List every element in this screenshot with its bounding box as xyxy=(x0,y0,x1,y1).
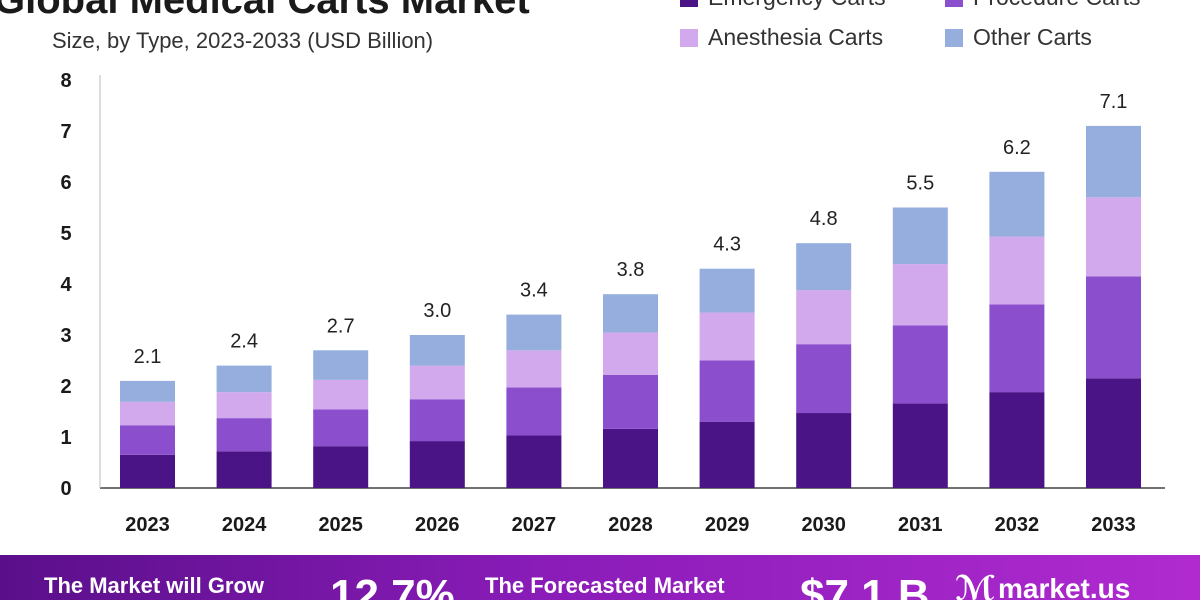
bar-segment-anesthesia-carts xyxy=(506,350,562,388)
bar-segment-procedure-carts xyxy=(603,374,658,429)
y-tick-label: 5 xyxy=(60,223,71,245)
y-tick-label: 4 xyxy=(60,274,72,296)
bar-segment-procedure-carts xyxy=(892,325,948,404)
bar-segment-emergency-carts xyxy=(796,413,852,488)
bar-total-label: 3.8 xyxy=(617,259,645,281)
y-tick-label: 0 xyxy=(60,478,71,500)
bar-segment-anesthesia-carts xyxy=(1086,197,1141,277)
footer-banner: The Market will Grow 12.7% The Forecaste… xyxy=(0,555,1200,600)
bar-total-label: 3.0 xyxy=(423,300,451,322)
x-tick-label: 2023 xyxy=(125,514,170,536)
chart-title: Global Medical Carts Market xyxy=(0,0,530,22)
x-tick-label: 2028 xyxy=(608,514,653,536)
bar-segment-other-carts xyxy=(1086,125,1141,198)
bar-segment-emergency-carts xyxy=(120,454,175,488)
footer-growth-text: The Market will Grow xyxy=(44,573,265,598)
stacked-bar-chart: 0 1 2 3 4 5 6 7 8 2.1 2023 2.4 2024 2.7 2025 3.0 2026 3.4… xyxy=(60,70,1165,536)
x-tick-label: 2024 xyxy=(222,514,267,536)
bar-segment-emergency-carts xyxy=(1086,378,1141,488)
bar-segment-other-carts xyxy=(409,335,465,366)
bar-segment-emergency-carts xyxy=(603,428,658,488)
x-tick-label: 2025 xyxy=(318,514,363,536)
legend-swatch-emergency xyxy=(680,0,698,7)
bar-segment-other-carts xyxy=(216,365,272,393)
footer-brand: market.us xyxy=(998,573,1131,600)
bar-total-label: 3.4 xyxy=(520,280,548,302)
bar-segment-emergency-carts xyxy=(699,421,755,488)
legend-label-anesthesia: Anesthesia Carts xyxy=(708,24,884,50)
legend-swatch-anesthesia xyxy=(680,28,698,47)
bar-segment-anesthesia-carts xyxy=(216,392,272,419)
bar-segment-anesthesia-carts xyxy=(989,236,1045,305)
legend-item-other: Other Carts xyxy=(945,24,1092,51)
x-tick-label: 2026 xyxy=(415,514,460,536)
bar-segment-anesthesia-carts xyxy=(796,290,852,345)
bar-segment-emergency-carts xyxy=(989,392,1045,488)
bar-total-label: 4.8 xyxy=(810,208,838,230)
y-tick-label: 3 xyxy=(60,325,71,347)
x-tick-label: 2029 xyxy=(705,514,750,536)
legend-label-procedure: Procedure Carts xyxy=(973,0,1140,11)
bar-segment-other-carts xyxy=(313,350,369,380)
legend-label-emergency: Emergency Carts xyxy=(708,0,886,11)
y-tick-label: 2 xyxy=(60,376,71,398)
y-tick-label: 8 xyxy=(60,70,71,92)
bar-segment-emergency-carts xyxy=(409,441,465,488)
bar-total-label: 5.5 xyxy=(906,173,934,195)
x-tick-label: 2031 xyxy=(898,514,943,536)
bar-segment-other-carts xyxy=(603,294,658,333)
bar-segment-procedure-carts xyxy=(313,409,369,447)
legend-item-emergency: Emergency Carts xyxy=(680,0,886,11)
bar-total-label: 7.1 xyxy=(1100,91,1128,113)
bar-segment-anesthesia-carts xyxy=(603,332,658,375)
bar-segment-procedure-carts xyxy=(796,344,852,414)
bar-segment-procedure-carts xyxy=(120,425,175,455)
legend-label-other: Other Carts xyxy=(973,24,1092,50)
bar-segment-emergency-carts xyxy=(892,403,948,488)
x-tick-label: 2032 xyxy=(995,514,1040,536)
bar-segment-emergency-carts xyxy=(506,435,562,488)
bar-segment-other-carts xyxy=(892,207,948,265)
y-tick-label: 6 xyxy=(60,172,71,194)
bar-segment-other-carts xyxy=(699,268,755,313)
bar-segment-anesthesia-carts xyxy=(409,365,465,400)
bar-total-label: 2.7 xyxy=(327,315,355,337)
bar-segment-procedure-carts xyxy=(506,387,562,436)
bar-segment-other-carts xyxy=(796,243,852,291)
bar-segment-procedure-carts xyxy=(409,399,465,442)
chart-subtitle: Size, by Type, 2023-2033 (USD Billion) xyxy=(52,28,434,53)
y-tick-label: 7 xyxy=(60,121,71,143)
bar-total-label: 2.4 xyxy=(230,331,258,353)
legend-item-procedure: Procedure Carts xyxy=(945,0,1140,11)
bar-segment-anesthesia-carts xyxy=(892,264,948,326)
bar-segment-other-carts xyxy=(989,171,1045,237)
bar-total-label: 4.3 xyxy=(713,234,741,256)
bar-segment-procedure-carts xyxy=(216,418,272,452)
x-tick-label: 2027 xyxy=(512,514,557,536)
legend-swatch-procedure xyxy=(945,0,963,7)
bar-segment-emergency-carts xyxy=(313,446,369,488)
bar-segment-other-carts xyxy=(506,314,562,351)
bar-segment-procedure-carts xyxy=(699,360,755,422)
bar-segment-procedure-carts xyxy=(989,304,1045,393)
bar-segment-emergency-carts xyxy=(216,451,272,488)
bar-total-label: 6.2 xyxy=(1003,137,1031,159)
bar-segment-anesthesia-carts xyxy=(313,379,369,410)
footer-forecast-text: The Forecasted Market xyxy=(485,573,725,598)
bar-segment-other-carts xyxy=(120,380,175,402)
footer-forecast-value: $7.1 B xyxy=(800,571,930,600)
y-tick-label: 1 xyxy=(60,427,71,449)
legend-swatch-other xyxy=(945,28,963,47)
x-tick-label: 2030 xyxy=(801,514,846,536)
bar-total-label: 2.1 xyxy=(134,346,162,368)
bar-segment-anesthesia-carts xyxy=(120,401,175,426)
bar-segment-anesthesia-carts xyxy=(699,312,755,361)
brand-logo-icon: ℳ xyxy=(955,570,996,600)
chart-legend: Emergency Carts Procedure Carts Anesthes… xyxy=(0,0,1200,60)
bar-segment-procedure-carts xyxy=(1086,276,1141,379)
footer-cagr-value: 12.7% xyxy=(330,571,455,600)
x-tick-label: 2033 xyxy=(1091,514,1136,536)
legend-item-anesthesia: Anesthesia Carts xyxy=(680,24,883,51)
